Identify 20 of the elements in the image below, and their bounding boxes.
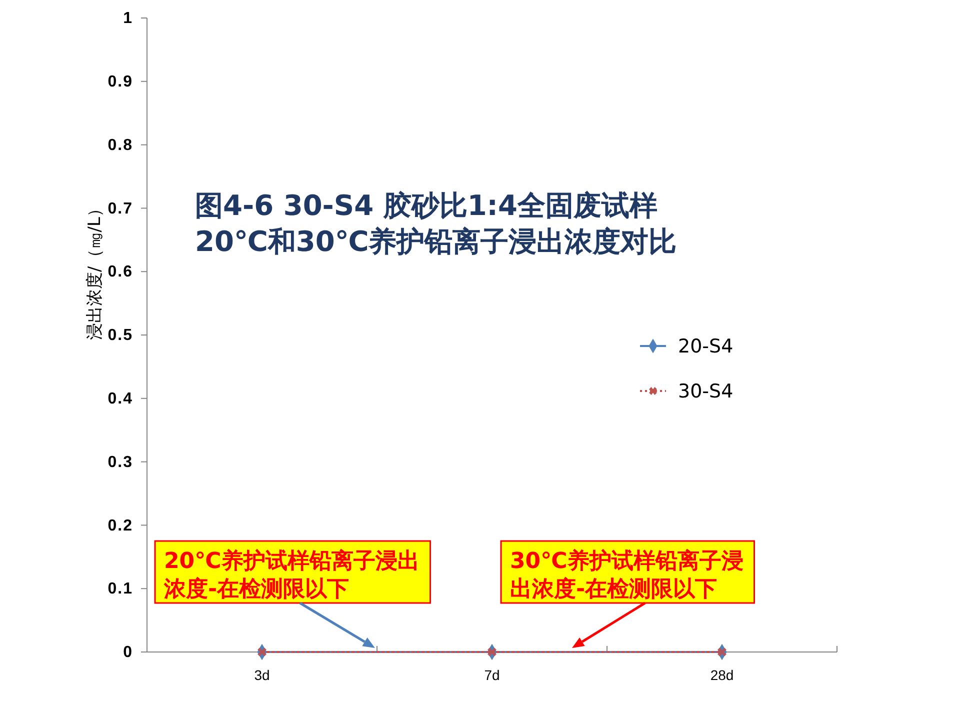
y-tick-label: 0.2 bbox=[108, 517, 133, 534]
y-tick-label: 0.6 bbox=[108, 264, 133, 281]
annotation: 30℃养护试样铅离子浸出浓度-在检测限以下 bbox=[510, 548, 744, 602]
y-tick-label: 0.8 bbox=[108, 136, 133, 154]
y-tick-label: 0.3 bbox=[108, 454, 133, 471]
y-tick-label: 1 bbox=[123, 10, 133, 28]
annotation: 20℃养护试样铅离子浸出浓度-在检测限以下 bbox=[163, 548, 420, 602]
y-tick-label: 0.4 bbox=[108, 390, 133, 408]
legend-label: 20-S4 bbox=[678, 336, 734, 358]
y-axis-title: 浸出浓度/（㎎/L） bbox=[85, 200, 105, 340]
y-tick-label: 0.5 bbox=[108, 327, 133, 344]
y-tick-label: 0.9 bbox=[108, 74, 133, 91]
y-tick-label: 0.7 bbox=[108, 200, 133, 218]
x-tick-label: 28d bbox=[710, 666, 734, 683]
y-tick-label: 0.1 bbox=[108, 580, 133, 598]
y-tick-label: 0 bbox=[123, 644, 133, 662]
x-tick-label: 7d bbox=[484, 666, 500, 683]
x-tick-label: 3d bbox=[254, 666, 270, 683]
legend-label: 30-S4 bbox=[678, 380, 734, 403]
text: 图4-6 30-S4 胶砂比1:4全固废试样 20℃和30℃养护铅离子浸出浓度对比 bbox=[195, 189, 677, 258]
